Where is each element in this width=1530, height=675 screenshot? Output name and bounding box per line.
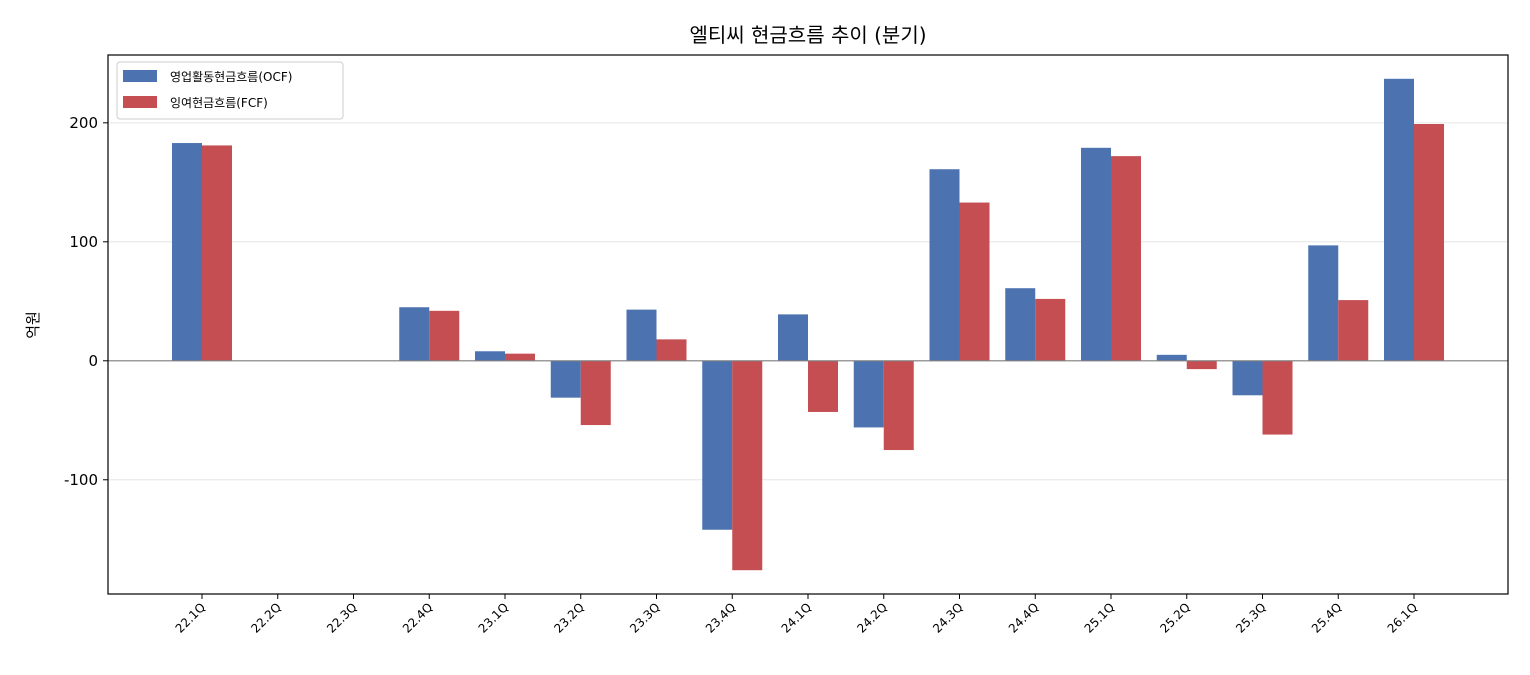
bar-ocf-24.3Q <box>929 169 960 361</box>
x-tick-label: 23.2Q <box>551 600 586 635</box>
bar-ocf-23.2Q <box>550 360 581 398</box>
bar-ocf-24.2Q <box>853 360 884 428</box>
y-axis: -100 0 100 200 <box>64 114 108 489</box>
bar-fcf-24.3Q <box>959 202 990 361</box>
x-tick-label: 25.1Q <box>1082 600 1117 635</box>
bar-fcf-23.4Q <box>732 360 763 571</box>
x-tick-label: 24.1Q <box>779 600 814 635</box>
bar-ocf-24.1Q <box>778 314 808 361</box>
bar-ocf-22.4Q <box>399 307 430 361</box>
bar-fcf-25.2Q <box>1186 360 1217 370</box>
bar-ocf-26.1Q <box>1384 78 1414 361</box>
x-axis: 22.1Q 22.2Q 22.3Q 22.4Q 23.1Q 23.2Q 23.3Q 23.4Q… <box>173 594 1420 636</box>
x-tick-label: 25.2Q <box>1157 600 1192 635</box>
x-tick-label: 23.3Q <box>627 600 662 635</box>
x-tick-label: 22.3Q <box>324 600 359 635</box>
bar-fcf-25.3Q <box>1262 360 1293 435</box>
chart-title: 엘티씨 현금흐름 추이 (분기) <box>689 23 926 47</box>
legend-label-fcf: 잉여현금흐름(FCF) <box>170 96 268 110</box>
bar-ocf-25.2Q <box>1156 354 1187 361</box>
x-tick-label: 22.2Q <box>248 600 283 635</box>
bar-ocf-22.1Q <box>172 143 202 361</box>
x-tick-label: 22.4Q <box>400 600 435 635</box>
x-tick-label: 25.3Q <box>1233 600 1268 635</box>
y-tick-label: 200 <box>69 114 98 132</box>
bar-fcf-23.1Q <box>505 353 535 361</box>
bar-fcf-23.3Q <box>656 339 687 361</box>
bar-ocf-25.4Q <box>1308 245 1339 361</box>
x-tick-label: 23.4Q <box>703 600 738 635</box>
x-tick-label: 25.4Q <box>1309 600 1344 635</box>
bar-fcf-24.4Q <box>1035 298 1066 361</box>
bar-ocf-23.1Q <box>475 351 505 361</box>
y-tick-label: 0 <box>88 352 98 370</box>
bar-ocf-24.4Q <box>1005 288 1036 361</box>
bar-ocf-25.1Q <box>1081 147 1111 361</box>
bar-ocf-25.3Q <box>1232 360 1263 396</box>
bar-fcf-23.2Q <box>580 360 611 426</box>
x-tick-label: 26.1Q <box>1385 600 1420 635</box>
legend-swatch-ocf <box>123 70 157 82</box>
x-tick-label: 24.4Q <box>1006 600 1041 635</box>
legend-label-ocf: 영업활동현금흐름(OCF) <box>170 70 292 84</box>
bar-fcf-22.1Q <box>202 145 232 361</box>
bar-fcf-25.4Q <box>1338 300 1369 361</box>
legend: 영업활동현금흐름(OCF) 잉여현금흐름(FCF) <box>116 61 344 120</box>
bar-fcf-24.2Q <box>883 360 914 451</box>
grid-lines <box>108 122 1508 481</box>
y-axis-label: 억원 <box>24 311 42 339</box>
bar-fcf-26.1Q <box>1414 124 1444 361</box>
x-tick-label: 24.3Q <box>930 600 965 635</box>
bar-fcf-24.1Q <box>808 360 838 412</box>
y-tick-label: -100 <box>64 471 98 489</box>
x-tick-label: 24.2Q <box>854 600 889 635</box>
legend-swatch-fcf <box>123 96 157 108</box>
x-tick-label: 22.1Q <box>173 600 208 635</box>
bar-fcf-22.4Q <box>429 310 460 361</box>
bar-fcf-25.1Q <box>1111 156 1141 361</box>
bar-ocf-23.3Q <box>626 309 657 361</box>
bar-ocf-23.4Q <box>702 360 733 530</box>
y-tick-label: 100 <box>69 233 98 251</box>
x-tick-label: 23.1Q <box>476 600 511 635</box>
legend-box <box>116 61 344 120</box>
bars <box>172 78 1444 571</box>
